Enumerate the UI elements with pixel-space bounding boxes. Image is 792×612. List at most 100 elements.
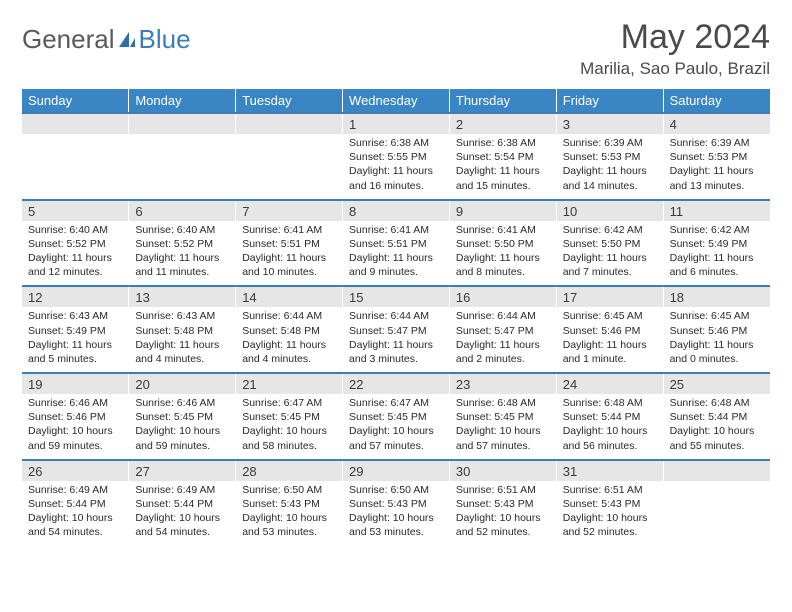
date-number-cell: 1 [343, 113, 450, 134]
date-info-cell [129, 134, 236, 200]
date-info-row: Sunrise: 6:43 AMSunset: 5:49 PMDaylight:… [22, 307, 770, 373]
date-number-cell: 24 [556, 373, 663, 394]
date-info-cell: Sunrise: 6:51 AMSunset: 5:43 PMDaylight:… [449, 481, 556, 546]
date-number-row: 567891011 [22, 200, 770, 221]
sunrise-text: Sunrise: 6:42 AM [670, 223, 764, 237]
sunrise-text: Sunrise: 6:50 AM [349, 483, 443, 497]
sunset-text: Sunset: 5:51 PM [349, 237, 443, 251]
sail-icon [117, 30, 137, 50]
sunset-text: Sunset: 5:53 PM [670, 150, 764, 164]
sunrise-text: Sunrise: 6:38 AM [456, 136, 550, 150]
sunrise-text: Sunrise: 6:48 AM [563, 396, 657, 410]
dow-thursday: Thursday [449, 89, 556, 113]
date-info-cell: Sunrise: 6:50 AMSunset: 5:43 PMDaylight:… [343, 481, 450, 546]
sunrise-text: Sunrise: 6:39 AM [563, 136, 657, 150]
date-number-cell: 21 [236, 373, 343, 394]
date-number-cell: 4 [663, 113, 770, 134]
sunset-text: Sunset: 5:44 PM [563, 410, 657, 424]
date-info-cell: Sunrise: 6:46 AMSunset: 5:46 PMDaylight:… [22, 394, 129, 460]
date-info-cell: Sunrise: 6:38 AMSunset: 5:55 PMDaylight:… [343, 134, 450, 200]
daylight-text: Daylight: 10 hours and 57 minutes. [349, 424, 443, 452]
date-info-cell: Sunrise: 6:41 AMSunset: 5:51 PMDaylight:… [343, 221, 450, 287]
date-info-cell: Sunrise: 6:46 AMSunset: 5:45 PMDaylight:… [129, 394, 236, 460]
sunset-text: Sunset: 5:43 PM [349, 497, 443, 511]
date-number-cell: 15 [343, 286, 450, 307]
dow-sunday: Sunday [22, 89, 129, 113]
daylight-text: Daylight: 10 hours and 59 minutes. [28, 424, 122, 452]
daylight-text: Daylight: 11 hours and 2 minutes. [456, 338, 550, 366]
daylight-text: Daylight: 10 hours and 53 minutes. [242, 511, 336, 539]
date-info-cell: Sunrise: 6:40 AMSunset: 5:52 PMDaylight:… [129, 221, 236, 287]
sunset-text: Sunset: 5:49 PM [670, 237, 764, 251]
location: Marilia, Sao Paulo, Brazil [580, 59, 770, 79]
header: General Blue May 2024 Marilia, Sao Paulo… [22, 18, 770, 79]
date-number-cell: 28 [236, 460, 343, 481]
date-info-cell: Sunrise: 6:41 AMSunset: 5:51 PMDaylight:… [236, 221, 343, 287]
date-number-cell: 3 [556, 113, 663, 134]
sunrise-text: Sunrise: 6:49 AM [28, 483, 122, 497]
sunset-text: Sunset: 5:50 PM [563, 237, 657, 251]
daylight-text: Daylight: 10 hours and 52 minutes. [563, 511, 657, 539]
sunrise-text: Sunrise: 6:47 AM [349, 396, 443, 410]
date-number-cell: 20 [129, 373, 236, 394]
sunset-text: Sunset: 5:50 PM [456, 237, 550, 251]
sunrise-text: Sunrise: 6:41 AM [349, 223, 443, 237]
calendar-table: Sunday Monday Tuesday Wednesday Thursday… [22, 89, 770, 545]
date-info-cell: Sunrise: 6:42 AMSunset: 5:49 PMDaylight:… [663, 221, 770, 287]
date-info-row: Sunrise: 6:38 AM Sunset: 5:55 PM Daylight:… [22, 134, 770, 200]
logo: General Blue [22, 24, 191, 55]
date-info-cell: Sunrise: 6:45 AMSunset: 5:46 PMDaylight:… [663, 307, 770, 373]
date-info-cell: Sunrise: 6:44 AMSunset: 5:47 PMDaylight:… [343, 307, 450, 373]
date-number-cell: 14 [236, 286, 343, 307]
date-number-cell: 6 [129, 200, 236, 221]
date-number-cell: 23 [449, 373, 556, 394]
date-number-cell: 25 [663, 373, 770, 394]
sunrise-text: Sunrise: 6:44 AM [456, 309, 550, 323]
sunset-text: Sunset: 5:43 PM [563, 497, 657, 511]
date-number-cell: 5 [22, 200, 129, 221]
daylight-text: Daylight: 11 hours and 6 minutes. [670, 251, 764, 279]
sunrise-text: Sunrise: 6:48 AM [456, 396, 550, 410]
day-of-week-row: Sunday Monday Tuesday Wednesday Thursday… [22, 89, 770, 113]
date-info-cell: Sunrise: 6:48 AMSunset: 5:44 PMDaylight:… [663, 394, 770, 460]
date-info-row: Sunrise: 6:40 AMSunset: 5:52 PMDaylight:… [22, 221, 770, 287]
date-number-cell: 16 [449, 286, 556, 307]
sunset-text: Sunset: 5:52 PM [28, 237, 122, 251]
daylight-text: Daylight: 11 hours and 9 minutes. [349, 251, 443, 279]
sunset-text: Sunset: 5:45 PM [242, 410, 336, 424]
date-number-cell: 19 [22, 373, 129, 394]
dow-wednesday: Wednesday [343, 89, 450, 113]
sunset-text: Sunset: 5:48 PM [135, 324, 229, 338]
date-info-cell: Sunrise: 6:45 AMSunset: 5:46 PMDaylight:… [556, 307, 663, 373]
date-number-row: 1234 [22, 113, 770, 134]
date-number-row: 262728293031 [22, 460, 770, 481]
sunset-text: Sunset: 5:45 PM [456, 410, 550, 424]
date-info-cell: Sunrise: 6:39 AMSunset: 5:53 PMDaylight:… [556, 134, 663, 200]
daylight-text: Daylight: 10 hours and 55 minutes. [670, 424, 764, 452]
sunrise-text: Sunrise: 6:41 AM [242, 223, 336, 237]
date-number-cell [236, 113, 343, 134]
daylight-text: Daylight: 11 hours and 11 minutes. [135, 251, 229, 279]
daylight-text: Daylight: 10 hours and 53 minutes. [349, 511, 443, 539]
date-info-cell: Sunrise: 6:39 AMSunset: 5:53 PMDaylight:… [663, 134, 770, 200]
date-info-cell: Sunrise: 6:49 AMSunset: 5:44 PMDaylight:… [22, 481, 129, 546]
sunrise-text: Sunrise: 6:49 AM [135, 483, 229, 497]
date-number-cell: 8 [343, 200, 450, 221]
date-info-cell: Sunrise: 6:42 AMSunset: 5:50 PMDaylight:… [556, 221, 663, 287]
date-number-cell: 9 [449, 200, 556, 221]
sunrise-text: Sunrise: 6:40 AM [135, 223, 229, 237]
dow-tuesday: Tuesday [236, 89, 343, 113]
date-info-cell: Sunrise: 6:48 AMSunset: 5:44 PMDaylight:… [556, 394, 663, 460]
sunrise-text: Sunrise: 6:48 AM [670, 396, 764, 410]
sunrise-text: Sunrise: 6:40 AM [28, 223, 122, 237]
daylight-text: Daylight: 10 hours and 59 minutes. [135, 424, 229, 452]
daylight-text: Daylight: 10 hours and 54 minutes. [28, 511, 122, 539]
logo-text-general: General [22, 24, 115, 55]
date-info-cell: Sunrise: 6:47 AMSunset: 5:45 PMDaylight:… [343, 394, 450, 460]
date-number-row: 12131415161718 [22, 286, 770, 307]
daylight-text: Daylight: 11 hours and 15 minutes. [456, 164, 550, 192]
sunset-text: Sunset: 5:55 PM [349, 150, 443, 164]
daylight-text: Daylight: 11 hours and 13 minutes. [670, 164, 764, 192]
sunrise-text: Sunrise: 6:46 AM [135, 396, 229, 410]
sunset-text: Sunset: 5:43 PM [456, 497, 550, 511]
